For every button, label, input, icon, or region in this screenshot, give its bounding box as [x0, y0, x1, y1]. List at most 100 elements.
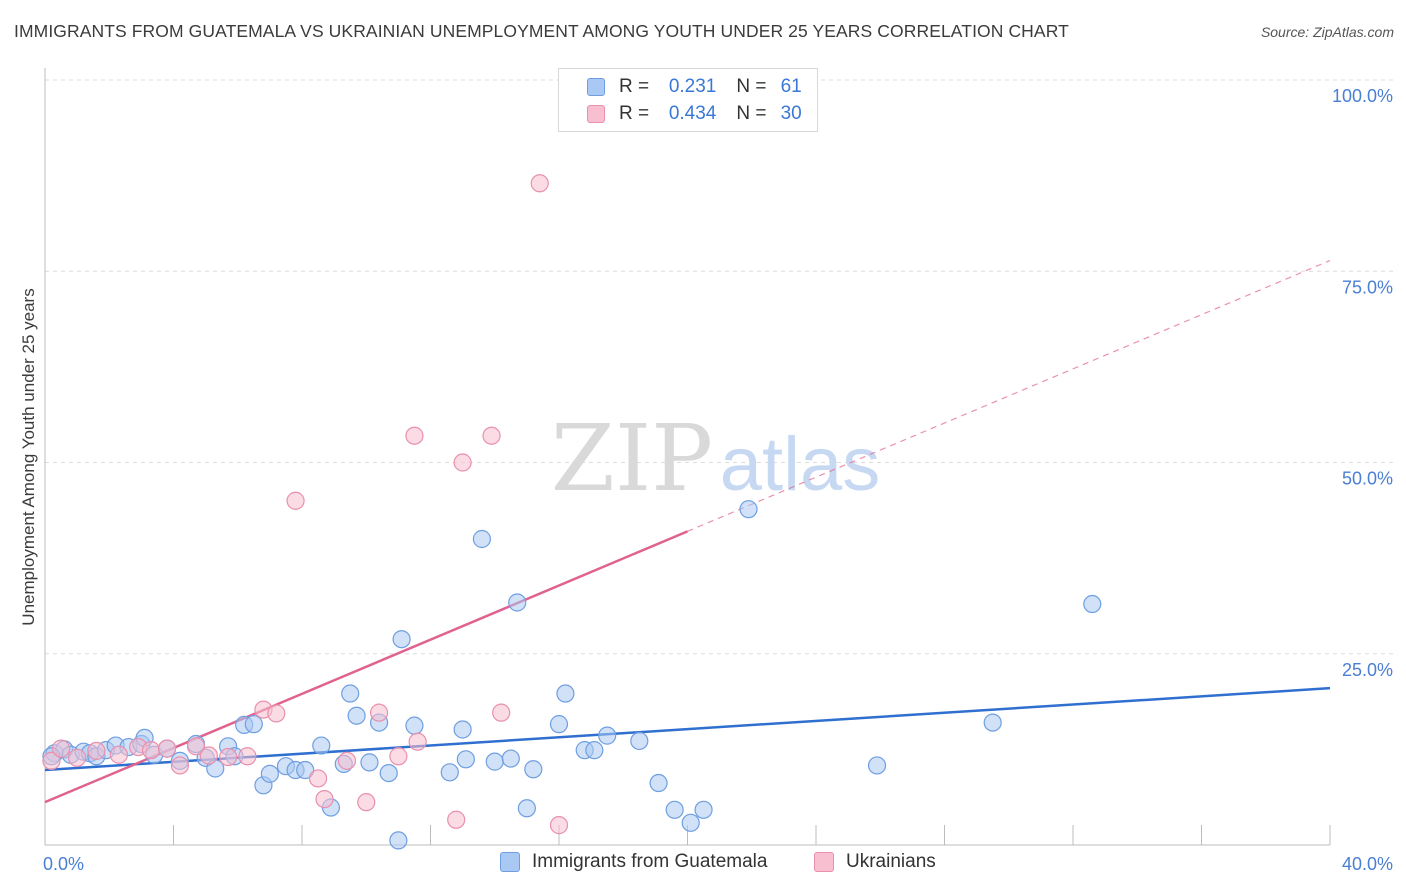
- data-point: [524, 760, 543, 779]
- source-label: Source: ZipAtlas.com: [1260, 24, 1394, 40]
- data-point: [244, 715, 263, 734]
- data-point: [492, 703, 511, 722]
- legend-swatch-guatemala: [587, 78, 605, 96]
- data-point: [447, 810, 466, 829]
- legend-item-ukrainians[interactable]: Ukrainians: [814, 851, 936, 873]
- legend-label-guatemala: Immigrants from Guatemala: [532, 851, 768, 872]
- data-point: [141, 741, 161, 760]
- data-point: [315, 789, 334, 809]
- gridlines: [45, 79, 1393, 655]
- legend-r-value: 0.231: [668, 76, 717, 97]
- data-point: [170, 756, 190, 775]
- data-point: [630, 731, 649, 751]
- data-point: [157, 739, 177, 758]
- data-point: [472, 529, 491, 549]
- data-point: [260, 764, 279, 783]
- chart-title: IMMIGRANTS FROM GUATEMALA VS UKRAINIAN U…: [14, 21, 1069, 41]
- data-point: [665, 800, 684, 819]
- correlation-legend: R = 0.231 N = 61 R = 0.434 N = 30: [558, 68, 818, 132]
- data-point: [456, 750, 475, 769]
- legend-swatch-guatemala: [500, 852, 520, 872]
- data-point: [549, 715, 569, 734]
- data-point: [308, 769, 328, 788]
- data-point: [238, 747, 257, 766]
- y-axis-label: Unemployment Among Youth under 25 years: [19, 288, 38, 625]
- data-point: [68, 748, 87, 767]
- watermark-zip: ZIP: [551, 405, 713, 512]
- data-point: [286, 491, 305, 510]
- y-tick-label: 75.0%: [1342, 277, 1393, 297]
- legend-n-value: 61: [780, 76, 802, 97]
- data-point: [186, 737, 206, 756]
- y-tick-label: 25.0%: [1342, 660, 1393, 680]
- data-point: [598, 726, 617, 745]
- trend-line-guatemala: [44, 686, 1331, 772]
- data-point: [219, 747, 238, 767]
- data-point: [199, 746, 218, 765]
- legend-row-guatemala: R = 0.231 N = 61: [559, 75, 802, 99]
- data-point: [453, 720, 472, 739]
- data-point: [501, 749, 520, 768]
- data-point: [51, 739, 71, 758]
- legend-row-ukrainians: R = 0.434 N = 30: [559, 102, 802, 126]
- legend-swatch-ukrainians: [587, 105, 605, 123]
- data-point: [983, 713, 1002, 732]
- data-point: [87, 741, 106, 761]
- data-point: [109, 745, 128, 764]
- data-point: [341, 684, 360, 703]
- data-point: [405, 426, 424, 445]
- axes: [44, 68, 1331, 846]
- data-point: [42, 751, 61, 770]
- watermark: ZIP atlas: [551, 405, 880, 512]
- data-point: [357, 793, 376, 812]
- trend-line-ukrainians-extension: [687, 259, 1331, 532]
- data-point: [517, 799, 536, 818]
- series-legend: Immigrants from Guatemala Ukrainians: [0, 851, 1406, 877]
- data-point: [379, 763, 398, 783]
- watermark-atlas: atlas: [720, 422, 881, 507]
- data-point: [508, 593, 527, 612]
- data-point: [389, 747, 408, 766]
- data-point: [360, 753, 379, 772]
- data-point: [453, 453, 472, 472]
- y-tick-labels: 25.0% 50.0% 75.0% 100.0%: [1332, 86, 1393, 680]
- legend-r-value: 0.434: [668, 103, 717, 124]
- data-point: [347, 706, 366, 725]
- series-ukrainians-points: [42, 174, 569, 835]
- data-point: [681, 813, 700, 832]
- data-point: [485, 752, 504, 771]
- data-point: [312, 736, 331, 755]
- data-point: [649, 773, 668, 793]
- x-tick-label: 0.0%: [43, 854, 84, 874]
- data-point: [739, 500, 758, 519]
- data-point: [405, 716, 424, 735]
- legend-n-label: N =: [736, 103, 772, 124]
- data-point: [585, 741, 604, 760]
- data-point: [267, 704, 286, 723]
- data-point: [556, 684, 575, 703]
- legend-label-ukrainians: Ukrainians: [846, 851, 936, 872]
- data-point: [296, 760, 315, 780]
- legend-n-value: 30: [780, 103, 802, 124]
- data-point: [867, 756, 887, 775]
- data-point: [694, 800, 713, 819]
- x-tick-labels: 0.0% 40.0%: [43, 854, 1393, 874]
- data-point: [370, 703, 389, 722]
- data-point: [1083, 594, 1102, 614]
- legend-n-label: N =: [736, 76, 772, 97]
- data-point: [549, 816, 569, 835]
- legend-r-label: R =: [619, 103, 655, 124]
- legend-item-guatemala[interactable]: Immigrants from Guatemala: [500, 851, 767, 873]
- y-tick-label: 50.0%: [1342, 469, 1393, 489]
- x-tick-label: 40.0%: [1342, 854, 1393, 874]
- data-point: [482, 426, 501, 445]
- data-point: [337, 751, 357, 770]
- series-guatemala-points: [42, 500, 1102, 850]
- legend-r-label: R =: [619, 76, 655, 97]
- data-points: [42, 174, 1102, 850]
- legend-swatch-ukrainians: [814, 852, 834, 872]
- data-point: [389, 831, 408, 850]
- data-point: [530, 174, 549, 193]
- data-point: [408, 732, 427, 751]
